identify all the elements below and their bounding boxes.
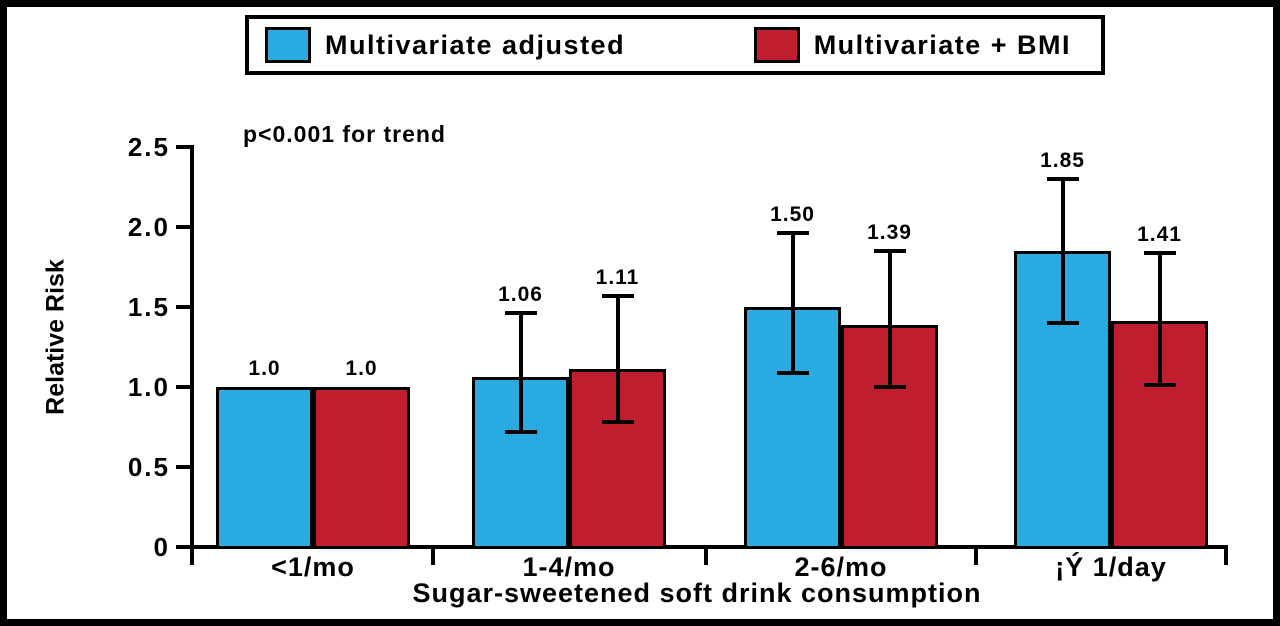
category-label: 1-4/mo — [522, 552, 616, 582]
error-bar-cap-top — [873, 249, 906, 253]
y-axis-tick-label: 2.0 — [127, 212, 170, 242]
y-axis-tick — [176, 225, 190, 229]
legend-swatch-blue — [265, 27, 311, 63]
error-bar-line — [518, 313, 523, 432]
y-axis-tick — [176, 145, 190, 149]
x-axis-tick — [190, 547, 194, 565]
x-axis-tick — [974, 547, 978, 565]
trend-annotation: p<0.001 for trend — [243, 121, 446, 147]
legend-swatch-red — [753, 27, 800, 63]
error-bar-cap-bottom — [1046, 321, 1079, 325]
x-axis-tick — [431, 547, 435, 565]
bar-value-label: 1.41 — [1137, 222, 1182, 246]
y-axis-tick-label: 1.0 — [127, 372, 170, 402]
bar-value-label: 1.0 — [248, 357, 281, 380]
bar-value-label: 1.85 — [1040, 149, 1085, 172]
y-axis-tick — [176, 465, 190, 469]
y-axis-tick-label: 2.5 — [127, 132, 170, 162]
legend-item-multivariate-bmi: Multivariate + BMI — [753, 27, 1071, 63]
bar-value-label: 1.11 — [595, 265, 640, 289]
bar-value-label: 1.06 — [498, 283, 543, 307]
error-bar-cap-bottom — [873, 385, 906, 389]
legend-label-multivariate-adjusted: Multivariate adjusted — [325, 29, 626, 60]
error-bar-cap-bottom — [776, 370, 809, 375]
x-axis-line — [190, 545, 1228, 549]
bar-value-label: 1.0 — [345, 357, 378, 380]
bar-multivariate-bmi — [313, 387, 410, 549]
category-label: <1/mo — [271, 552, 355, 582]
category-label: 2-6/mo — [794, 552, 888, 582]
category-label: ¡Ý 1/day — [1055, 552, 1167, 582]
bar-value-label: 1.50 — [770, 203, 815, 227]
y-axis-line — [190, 145, 194, 551]
legend-label-multivariate-bmi: Multivariate + BMI — [813, 29, 1071, 60]
y-axis-tick — [176, 385, 190, 389]
legend-item-multivariate-adjusted: Multivariate adjusted — [265, 27, 625, 63]
x-axis-title: Sugar-sweetened soft drink consumption — [412, 578, 982, 608]
y-axis-tick-label: 1.5 — [127, 292, 170, 322]
error-bar-cap-top — [601, 293, 634, 298]
error-bar-line — [887, 251, 892, 387]
error-bar-line — [615, 295, 620, 423]
y-axis-tick — [176, 305, 190, 309]
error-bar-cap-top — [1143, 250, 1176, 255]
error-bar-line — [1157, 252, 1162, 386]
error-bar-cap-bottom — [1143, 383, 1176, 388]
error-bar-cap-top — [504, 311, 537, 316]
error-bar-cap-bottom — [504, 429, 537, 434]
error-bar-cap-bottom — [601, 420, 634, 425]
error-bar-cap-top — [1046, 177, 1079, 181]
bar-multivariate-adjusted — [216, 387, 313, 549]
error-bar-cap-top — [776, 231, 809, 236]
legend: Multivariate adjusted Multivariate + BMI — [245, 15, 1105, 75]
error-bar-line — [1060, 179, 1065, 323]
y-axis-tick-label: 0 — [153, 532, 170, 562]
error-bar-line — [790, 233, 795, 373]
x-axis-tick — [1224, 547, 1228, 565]
bar-value-label: 1.39 — [867, 221, 912, 244]
y-axis-tick-label: 0.5 — [127, 452, 170, 482]
plot-area: 0 0.5 1.0 1.5 2.0 2.5 <1/mo 1-4/mo 2-6/mo ¡Ý 1/da… — [7, 7, 1273, 619]
y-axis-tick — [176, 545, 190, 549]
x-axis-tick — [704, 547, 708, 565]
